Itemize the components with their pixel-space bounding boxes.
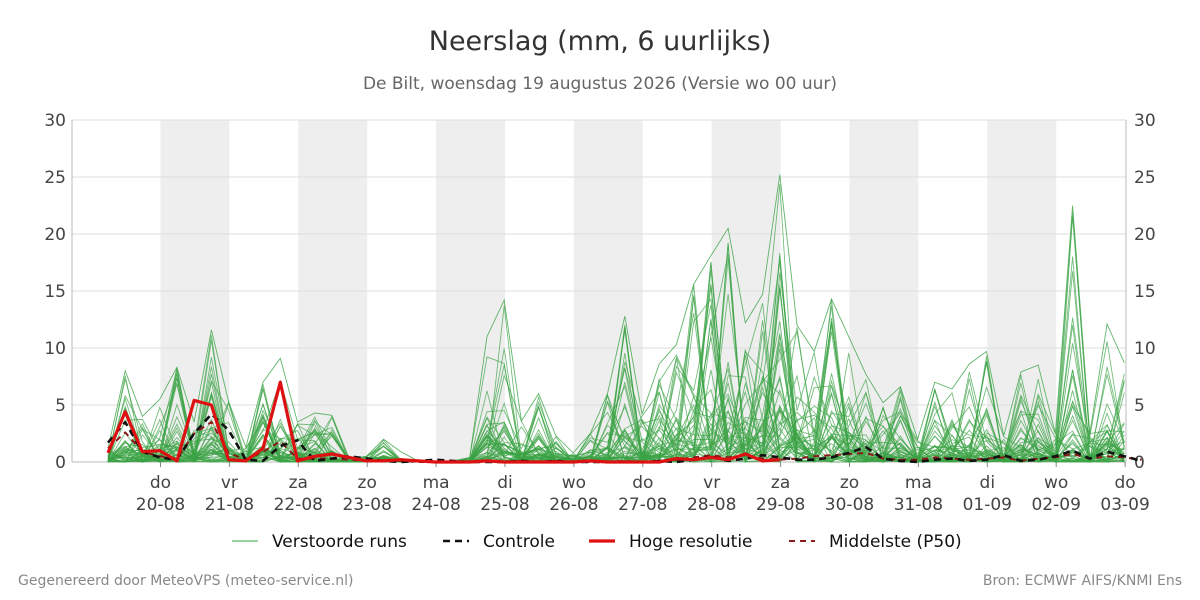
ensemble-member-line	[107, 392, 1125, 463]
legend-label-hires: Hoge resolutie	[629, 532, 753, 552]
series-line-hires	[106, 380, 780, 464]
legend: Verstoorde runs Controle Hoge resolutie Mid…	[232, 532, 962, 552]
y-tick-label: 30	[1134, 111, 1156, 131]
y-axis-left: 0 5 10 15 20 25 30	[44, 111, 66, 473]
y-tick-label: 0	[55, 453, 66, 473]
ensemble-member-line	[107, 258, 1125, 463]
y-tick-label: 30	[44, 111, 66, 131]
legend-label-ensemble: Verstoorde runs	[272, 532, 407, 552]
ensemble-envelope-line	[107, 174, 1125, 462]
x-tick-day: vr	[221, 473, 238, 493]
chart-title: Neerslag (mm, 6 uurlijks)	[429, 26, 771, 57]
y-tick-label: 20	[44, 225, 66, 245]
y-tick-label: 15	[44, 282, 66, 302]
x-tick-date: 21-08	[205, 495, 254, 515]
x-tick-day: za	[771, 473, 790, 493]
x-tick-date: 26-08	[549, 495, 598, 515]
x-tick-day: za	[289, 473, 308, 493]
y-tick-label: 10	[44, 339, 66, 359]
legend-label-median: Middelste (P50)	[829, 532, 962, 552]
ensemble-member-line	[107, 243, 1125, 463]
y-tick-label: 20	[1134, 225, 1156, 245]
footer-left: Gegenereerd door MeteoVPS (meteo-service…	[18, 573, 353, 589]
x-tick-date: 20-08	[136, 495, 185, 515]
ensemble-member-line	[107, 327, 1125, 463]
ensemble-member-line	[107, 369, 1125, 463]
ensemble-member-line	[107, 360, 1125, 463]
x-tick-day: zo	[840, 473, 859, 493]
y-tick-label: 5	[1134, 396, 1145, 416]
y-tick-label: 0	[1134, 453, 1145, 473]
x-tick-day: zo	[358, 473, 377, 493]
y-tick-label: 10	[1134, 339, 1156, 359]
main-series	[106, 380, 1142, 464]
ensemble-member-line	[107, 261, 1125, 464]
x-tick-date: 29-08	[756, 495, 805, 515]
y-tick-label: 25	[44, 168, 66, 188]
y-tick-label: 15	[1134, 282, 1156, 302]
x-tick-day: wo	[562, 473, 586, 493]
y-tick-label: 5	[55, 396, 66, 416]
x-tick-date: 27-08	[618, 495, 667, 515]
x-tick-date: 03-09	[1100, 495, 1149, 515]
x-tick-day: ma	[905, 473, 932, 493]
x-tick-day: do	[632, 473, 653, 493]
footer-right: Bron: ECMWF AIFS/KNMI Ens	[983, 573, 1182, 589]
x-tick-day: vr	[703, 473, 720, 493]
x-tick-date: 01-09	[963, 495, 1012, 515]
y-tick-label: 25	[1134, 168, 1156, 188]
y-axis-right: 0 5 10 15 20 25 30	[1134, 111, 1156, 473]
x-tick-date: 23-08	[342, 495, 391, 515]
x-tick-day: wo	[1044, 473, 1068, 493]
x-tick-day: ma	[423, 473, 450, 493]
chart-subtitle: De Bilt, woensdag 19 augustus 2026 (Vers…	[363, 74, 837, 94]
x-tick-date: 25-08	[480, 495, 529, 515]
x-axis: do20-08vr21-08za22-08zo23-08ma24-08di25-…	[136, 462, 1150, 515]
x-tick-date: 02-09	[1031, 495, 1080, 515]
x-tick-date: 24-08	[411, 495, 460, 515]
legend-label-control: Controle	[483, 532, 555, 552]
x-tick-date: 22-08	[274, 495, 323, 515]
x-tick-date: 30-08	[825, 495, 874, 515]
x-tick-date: 31-08	[894, 495, 943, 515]
x-tick-date: 28-08	[687, 495, 736, 515]
x-tick-day: di	[980, 473, 996, 493]
series-line-median	[107, 421, 1142, 463]
x-tick-day: do	[1114, 473, 1135, 493]
x-tick-day: do	[150, 473, 171, 493]
x-tick-day: di	[497, 473, 513, 493]
